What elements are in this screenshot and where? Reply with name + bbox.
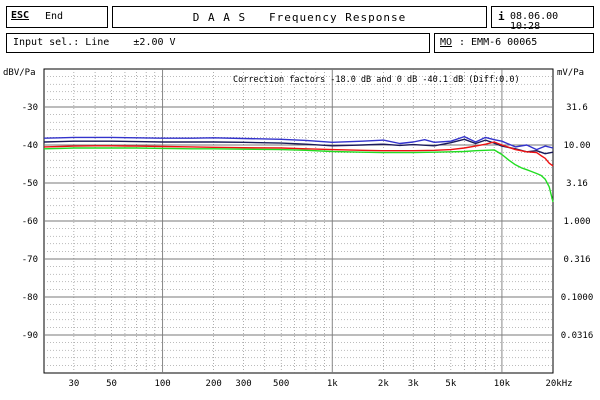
right-tick-label: 3.16 xyxy=(566,179,588,189)
right-tick-label: 31.6 xyxy=(566,103,588,113)
x-tick-label: 30 xyxy=(68,379,79,389)
right-tick-label: 1.000 xyxy=(563,217,590,227)
correction-annotation: Correction factors -18.0 dB and 0 dB -40… xyxy=(233,75,520,85)
x-tick-label: 3k xyxy=(408,379,419,389)
y-tick-label: -80 xyxy=(22,293,38,303)
x-tick-label: 10k xyxy=(494,379,511,389)
y-tick-label: -30 xyxy=(22,103,38,113)
y-tick-label: -50 xyxy=(22,179,38,189)
microphone-text: : EMM-6 00065 xyxy=(459,37,538,48)
y-tick-label: -90 xyxy=(22,331,38,341)
x-tick-label: 500 xyxy=(273,379,289,389)
series-line-3 xyxy=(43,141,554,167)
y-tick-label: -60 xyxy=(22,217,38,227)
data-series xyxy=(43,135,554,203)
y-axis-label-right: mV/Pa xyxy=(557,68,584,78)
x-tick-label: 100 xyxy=(154,379,170,389)
mic-key-label: MO xyxy=(440,37,453,48)
y-axis-label-left: dBV/Pa xyxy=(3,68,36,78)
y-tick-label: -70 xyxy=(22,255,38,265)
right-axis-ticks: 31.6 10.00 3.16 1.000 0.316 0.1000 0.0316 xyxy=(561,103,594,341)
esc-end-button[interactable]: ESC End xyxy=(6,6,108,28)
right-tick-label: 0.0316 xyxy=(561,331,594,341)
right-tick-label: 0.316 xyxy=(563,255,590,265)
info-icon[interactable]: i xyxy=(498,10,505,23)
input-selection-box[interactable]: Input sel.: Line ±2.00 V xyxy=(6,33,430,53)
window-title: D A A S Frequency Response xyxy=(192,11,407,24)
x-tick-label: 1k xyxy=(327,379,338,389)
x-tick-label: 50 xyxy=(106,379,117,389)
datetime-text: 08.06.00 10:28 xyxy=(510,11,559,32)
x-tick-label: 5k xyxy=(445,379,456,389)
series-line-4 xyxy=(43,147,554,203)
x-tick-label: 300 xyxy=(235,379,251,389)
microphone-box[interactable]: MO : EMM-6 00065 xyxy=(434,33,594,53)
plot-grid xyxy=(44,69,553,373)
x-axis-ticks: 30 50 100 200 300 500 1k 2k 3k 5k 10k 20kHz xyxy=(68,379,572,389)
x-tick-label: 200 xyxy=(206,379,222,389)
frequency-response-chart: -30 -40 -50 -60 -70 -80 -90 31.6 10.00 3.16 1.000… xyxy=(3,68,594,389)
right-tick-label: 0.1000 xyxy=(561,293,594,303)
y-tick-label: -40 xyxy=(22,141,38,151)
input-selection-text: Input sel.: Line ±2.00 V xyxy=(13,37,176,48)
title-bar: D A A S Frequency Response xyxy=(112,6,487,28)
right-tick-label: 10.00 xyxy=(563,141,590,151)
end-label: End xyxy=(45,11,64,22)
x-tick-label: 2k xyxy=(378,379,389,389)
series-line-1 xyxy=(43,135,554,151)
esc-key-label: ESC xyxy=(11,10,30,21)
y-axis-ticks: -30 -40 -50 -60 -70 -80 -90 xyxy=(22,103,38,341)
datetime-box: i 08.06.00 10:28 xyxy=(491,6,594,32)
x-tick-label: 20kHz xyxy=(545,379,572,389)
